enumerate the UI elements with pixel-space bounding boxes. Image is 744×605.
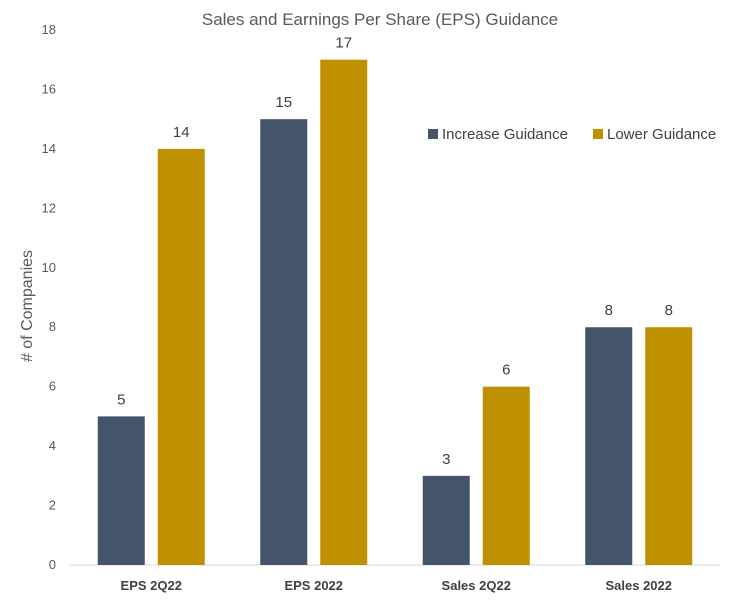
data-label: 6 [502, 362, 510, 379]
y-tick-label: 6 [49, 379, 56, 394]
x-category-label: EPS 2Q22 [121, 578, 182, 593]
data-label: 8 [605, 302, 613, 319]
y-axis-label: # of Companies [19, 250, 36, 362]
y-axis: 0 2 4 6 8 10 12 14 16 18 [42, 22, 56, 572]
x-category-label: Sales 2Q22 [442, 578, 511, 593]
data-label: 3 [442, 451, 450, 468]
data-label: 14 [173, 124, 190, 141]
y-tick-label: 4 [49, 438, 56, 453]
bar-lower-guidance [157, 148, 205, 565]
data-label: 17 [335, 35, 352, 52]
bar-lower-guidance [320, 59, 368, 565]
bar-lower-guidance [482, 386, 530, 565]
data-label: 8 [665, 302, 673, 319]
data-label: 5 [117, 391, 125, 408]
y-tick-label: 0 [49, 557, 56, 572]
bar-increase-guidance [260, 119, 308, 566]
x-category-label: Sales 2022 [605, 578, 672, 593]
legend-label: Lower Guidance [607, 126, 716, 143]
legend-label: Increase Guidance [442, 126, 568, 143]
legend: Increase Guidance Lower Guidance [428, 126, 716, 143]
y-tick-label: 8 [49, 319, 56, 334]
bar-increase-guidance [585, 327, 633, 565]
y-tick-label: 14 [42, 141, 56, 156]
y-tick-label: 16 [42, 81, 56, 96]
bar-increase-guidance [97, 416, 145, 565]
bar-lower-guidance [645, 327, 693, 565]
y-tick-label: 10 [42, 260, 56, 275]
x-axis: EPS 2Q22 EPS 2022 Sales 2Q22 Sales 2022 [121, 578, 672, 593]
data-label: 15 [275, 94, 292, 111]
y-tick-label: 12 [42, 200, 56, 215]
y-tick-label: 18 [42, 22, 56, 37]
bar-increase-guidance [422, 475, 470, 565]
chart-title: Sales and Earnings Per Share (EPS) Guida… [202, 10, 558, 29]
bars: 5 14 15 17 3 6 8 8 [97, 35, 693, 566]
legend-swatch [428, 129, 438, 139]
x-category-label: EPS 2022 [284, 578, 343, 593]
y-tick-label: 2 [49, 498, 56, 513]
legend-swatch [593, 129, 603, 139]
